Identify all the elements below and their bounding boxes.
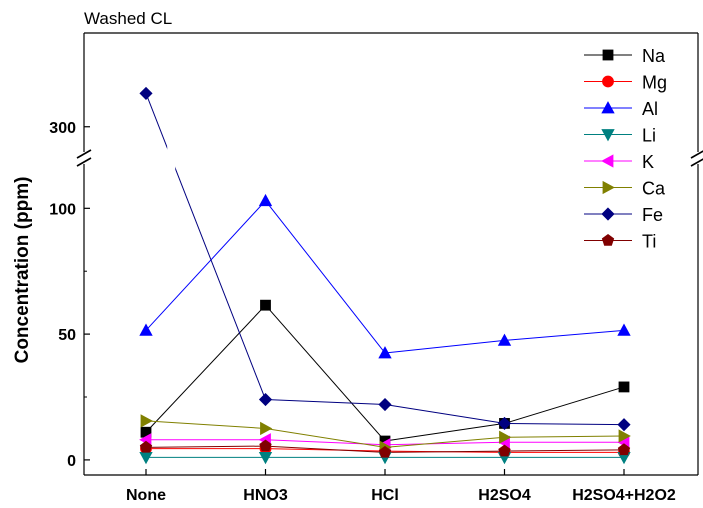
series-line-na xyxy=(145,304,266,433)
legend-marker-ti xyxy=(601,234,615,246)
series-line-al xyxy=(265,200,386,354)
series-line-ca xyxy=(384,436,505,448)
data-point-ti xyxy=(259,439,272,452)
data-point-fe xyxy=(617,418,631,432)
legend-marker-al xyxy=(601,101,615,114)
legend-label-ca: Ca xyxy=(642,179,666,199)
y-tick-label: 50 xyxy=(58,327,76,344)
data-point-al xyxy=(617,323,631,336)
legend-label-fe: Fe xyxy=(642,205,663,225)
legend-label-mg: Mg xyxy=(642,73,667,93)
legend-marker-k xyxy=(601,154,614,168)
series-lines xyxy=(145,93,625,458)
data-point-ca xyxy=(140,414,153,428)
data-point-fe xyxy=(497,416,512,430)
series-line-fe xyxy=(384,404,505,424)
data-point-ca xyxy=(260,421,273,436)
series-line-ca xyxy=(265,427,386,448)
series-line-al xyxy=(504,329,625,341)
series-line-al xyxy=(145,200,266,331)
data-point-ti xyxy=(498,444,511,457)
data-point-na xyxy=(260,299,271,311)
series-line-fe xyxy=(265,399,386,406)
series-line-na xyxy=(384,422,505,442)
legend-label-al: Al xyxy=(642,99,658,119)
legend-label-k: K xyxy=(642,152,654,172)
axes xyxy=(76,32,703,476)
series-line-ca xyxy=(145,420,266,429)
legend-label-na: Na xyxy=(642,46,666,66)
data-point-fe xyxy=(139,86,153,100)
legend-background xyxy=(580,38,690,260)
data-point-ca xyxy=(499,430,512,444)
series-line-al xyxy=(384,339,505,354)
y-tick-label: 300 xyxy=(49,120,76,137)
data-point-ti xyxy=(139,440,153,453)
axis-break-mark xyxy=(690,150,703,159)
series-line-fe xyxy=(145,93,266,400)
legend-marker-ca xyxy=(602,180,615,195)
data-point-ti xyxy=(617,443,631,456)
legend-marker-na xyxy=(602,49,614,61)
x-tick-label: None xyxy=(126,487,166,504)
legend-label-ti: Ti xyxy=(642,232,656,252)
axis-break-mark xyxy=(690,158,703,167)
data-point-al xyxy=(139,323,153,336)
data-point-fe xyxy=(378,397,392,412)
series-line-k xyxy=(384,441,505,446)
axis-break-mark xyxy=(76,149,92,159)
legend-marker-mg xyxy=(602,75,614,88)
data-point-ti xyxy=(378,445,392,458)
series-line-ti xyxy=(384,450,505,453)
legend-marker-li xyxy=(601,129,615,142)
data-point-al xyxy=(497,333,512,346)
legend-marker-fe xyxy=(601,207,615,221)
x-tick-label: HCl xyxy=(371,487,399,504)
y-tick-label: 100 xyxy=(49,201,76,218)
line-break-gap xyxy=(167,146,176,170)
x-tick-label: H2SO4+H2O2 xyxy=(572,487,676,504)
axis-break-mark xyxy=(76,157,92,167)
series-markers xyxy=(139,86,631,465)
legend: Na Mg Al Li K Ca Fe Ti xyxy=(580,38,690,260)
x-tick-label: H2SO4 xyxy=(478,487,531,504)
tick-labels: 0 50 100 300 None HNO3 HCl H2SO4 H2SO4+H2O2 xyxy=(49,120,676,504)
series-line-na xyxy=(265,304,386,442)
data-point-li xyxy=(258,451,273,465)
data-point-na xyxy=(618,381,630,393)
series-line-mg xyxy=(265,448,386,452)
series-line-ti xyxy=(145,445,266,448)
series-line-ti xyxy=(504,449,625,452)
series-line-ti xyxy=(265,445,386,453)
chart-title: Washed CL xyxy=(84,9,172,28)
series-line-na xyxy=(504,386,625,424)
data-point-fe xyxy=(258,392,273,407)
series-line-ca xyxy=(504,435,625,438)
legend-label-li: Li xyxy=(642,126,656,146)
x-tick-label: HNO3 xyxy=(243,487,288,504)
data-point-al xyxy=(378,346,392,359)
y-tick-label: 0 xyxy=(67,453,76,470)
data-point-ca xyxy=(618,429,631,443)
y-axis-label: Concentration (ppm) xyxy=(12,177,33,364)
series-line-fe xyxy=(504,422,625,426)
data-point-al xyxy=(258,193,273,207)
